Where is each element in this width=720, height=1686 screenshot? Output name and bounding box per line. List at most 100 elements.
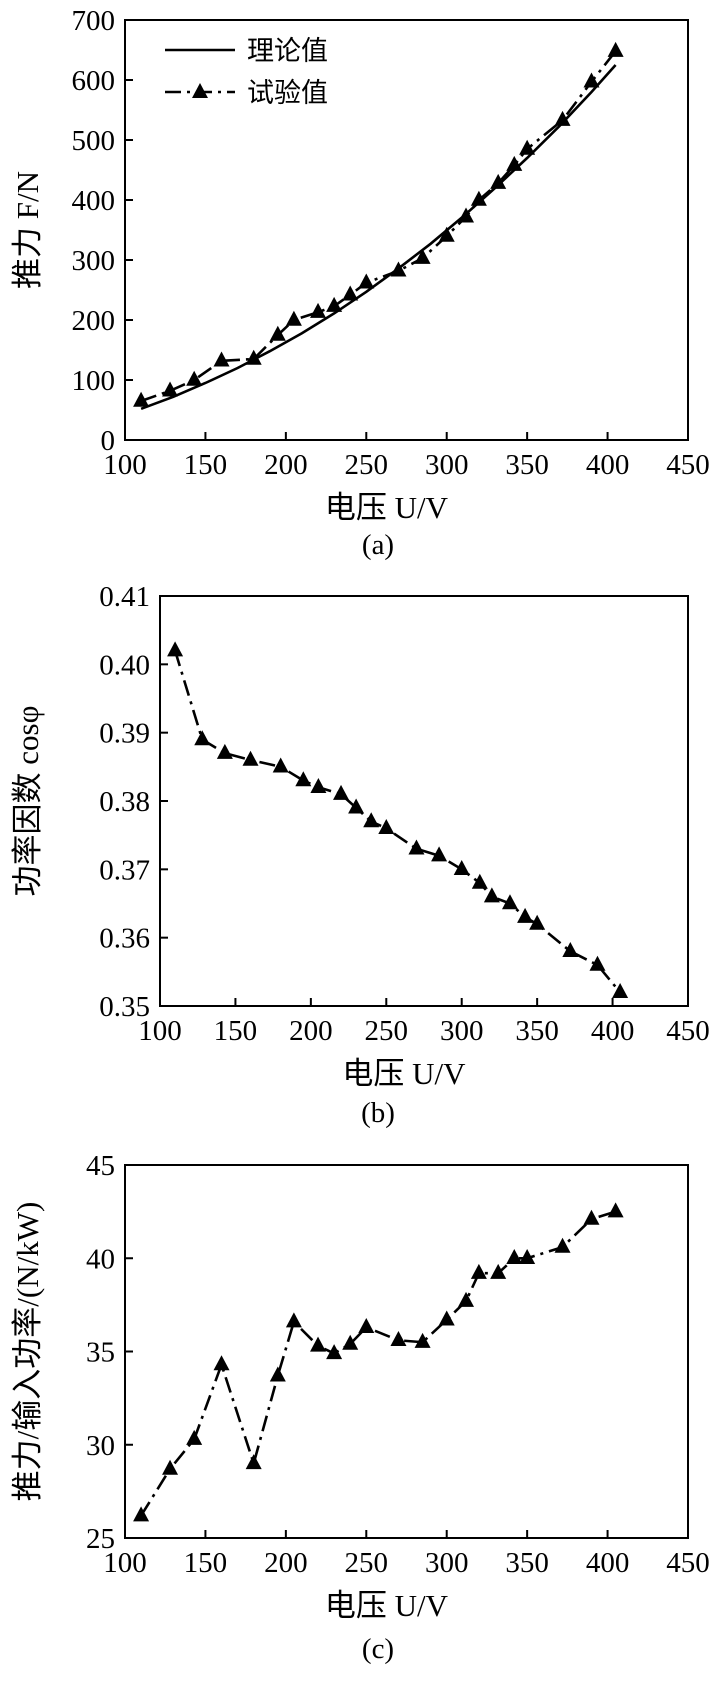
series-line-1 [173,650,622,994]
data-point-marker [245,349,262,365]
x-tick-label: 450 [666,449,710,481]
data-point-marker [390,1331,407,1347]
x-tick-label: 400 [591,1015,635,1047]
x-tick-label: 200 [264,449,308,481]
series-line-1 [139,1210,616,1517]
data-point-marker [390,261,407,277]
data-point-marker [358,1317,375,1333]
x-tick-label: 150 [184,449,228,481]
y-tick-label: 400 [72,185,116,217]
data-point-marker [501,894,518,910]
data-point-marker [438,226,455,242]
data-point-marker [519,139,536,155]
y-tick-label: 0.40 [99,649,150,681]
data-point-marker [583,72,600,88]
data-point-marker [326,296,343,312]
chart-panel-2: 100 150 200 250 300 350 400 450 0.35 0.36 0.37 0.38… [10,581,710,1129]
legend-marker [192,83,208,98]
y-tick-label: 40 [86,1243,115,1275]
data-point-marker [186,370,203,386]
data-point-marker [269,1366,286,1382]
y-axis-label: 推力/输入功率/(N/kW) [10,1202,45,1502]
y-tick-label: 200 [72,305,116,337]
data-point-marker [213,351,230,367]
data-point-marker [186,1429,203,1445]
chart-panel-1: 100 150 200 250 300 350 400 4500100200300400500… [10,5,710,561]
data-point-marker [213,1355,230,1371]
x-tick-label: 350 [505,1547,549,1579]
x-axis-label: 电压 U/V [325,1588,449,1623]
panel-caption: (a) [362,529,394,561]
y-tick-label: 700 [72,5,116,37]
data-point-marker [554,1237,571,1253]
x-tick-label: 150 [214,1015,258,1047]
data-point-marker [438,1310,455,1326]
data-point-marker [562,942,579,958]
data-point-marker [133,391,150,407]
data-point-marker [133,1506,150,1522]
x-tick-label: 450 [666,1547,710,1579]
data-point-marker [272,757,289,773]
y-tick-label: 0 [101,425,116,457]
x-tick-label: 100 [103,1547,147,1579]
x-tick-label: 250 [365,1015,409,1047]
data-point-marker [607,41,624,57]
data-point-marker [490,1263,507,1279]
data-point-marker [162,1459,179,1475]
data-point-marker [471,873,488,889]
data-point-marker [348,798,365,814]
data-point-marker [342,285,359,301]
data-point-marker [529,914,546,930]
x-tick-label: 150 [184,1547,228,1579]
data-point-marker [194,730,211,746]
x-tick-label: 100 [103,449,147,481]
x-tick-label: 250 [345,1547,389,1579]
x-tick-label: 350 [515,1015,559,1047]
panel-caption: (b) [361,1097,395,1129]
data-point-marker [310,302,327,318]
x-tick-label: 400 [586,1547,630,1579]
data-point-marker [167,641,184,657]
plot-frame [124,19,689,441]
y-axis-label: 功率因数 cosφ [10,706,45,897]
series-line-1 [140,64,617,411]
plot-frame [124,1164,689,1539]
data-point-marker [414,248,431,264]
data-point-marker [408,839,425,855]
data-point-marker [589,955,606,971]
x-tick-label: 300 [425,1547,469,1579]
y-tick-label: 0.41 [99,581,150,613]
x-axis-label: 电压 U/V [342,1056,466,1091]
y-tick-label: 30 [86,1430,115,1462]
x-tick-label: 300 [425,449,469,481]
x-tick-label: 400 [586,449,630,481]
y-tick-label: 500 [72,125,116,157]
legend-label-1: 理论值 [247,36,328,67]
data-point-marker [295,771,312,787]
data-point-marker [414,1332,431,1348]
x-axis-label: 电压 U/V [325,490,449,525]
data-point-marker [506,1248,523,1264]
data-point-marker [517,907,534,923]
data-point-marker [242,750,259,766]
x-tick-label: 200 [264,1547,308,1579]
data-point-marker [285,310,302,326]
data-point-marker [583,1209,600,1225]
data-point-marker [506,155,523,171]
data-point-marker [342,1334,359,1350]
y-tick-label: 300 [72,245,116,277]
data-point-marker [378,819,395,835]
data-point-marker [519,1248,536,1264]
data-point-marker [470,1263,487,1279]
data-point-marker [453,860,470,876]
y-tick-label: 100 [72,365,116,397]
data-point-marker [333,784,350,800]
y-tick-label: 0.35 [99,991,150,1023]
data-point-marker [458,207,475,223]
data-point-marker [326,1344,343,1360]
data-point-marker [269,325,286,341]
legend-label-2: 试验值 [247,78,328,109]
data-point-marker [554,110,571,126]
data-point-marker [310,1336,327,1352]
